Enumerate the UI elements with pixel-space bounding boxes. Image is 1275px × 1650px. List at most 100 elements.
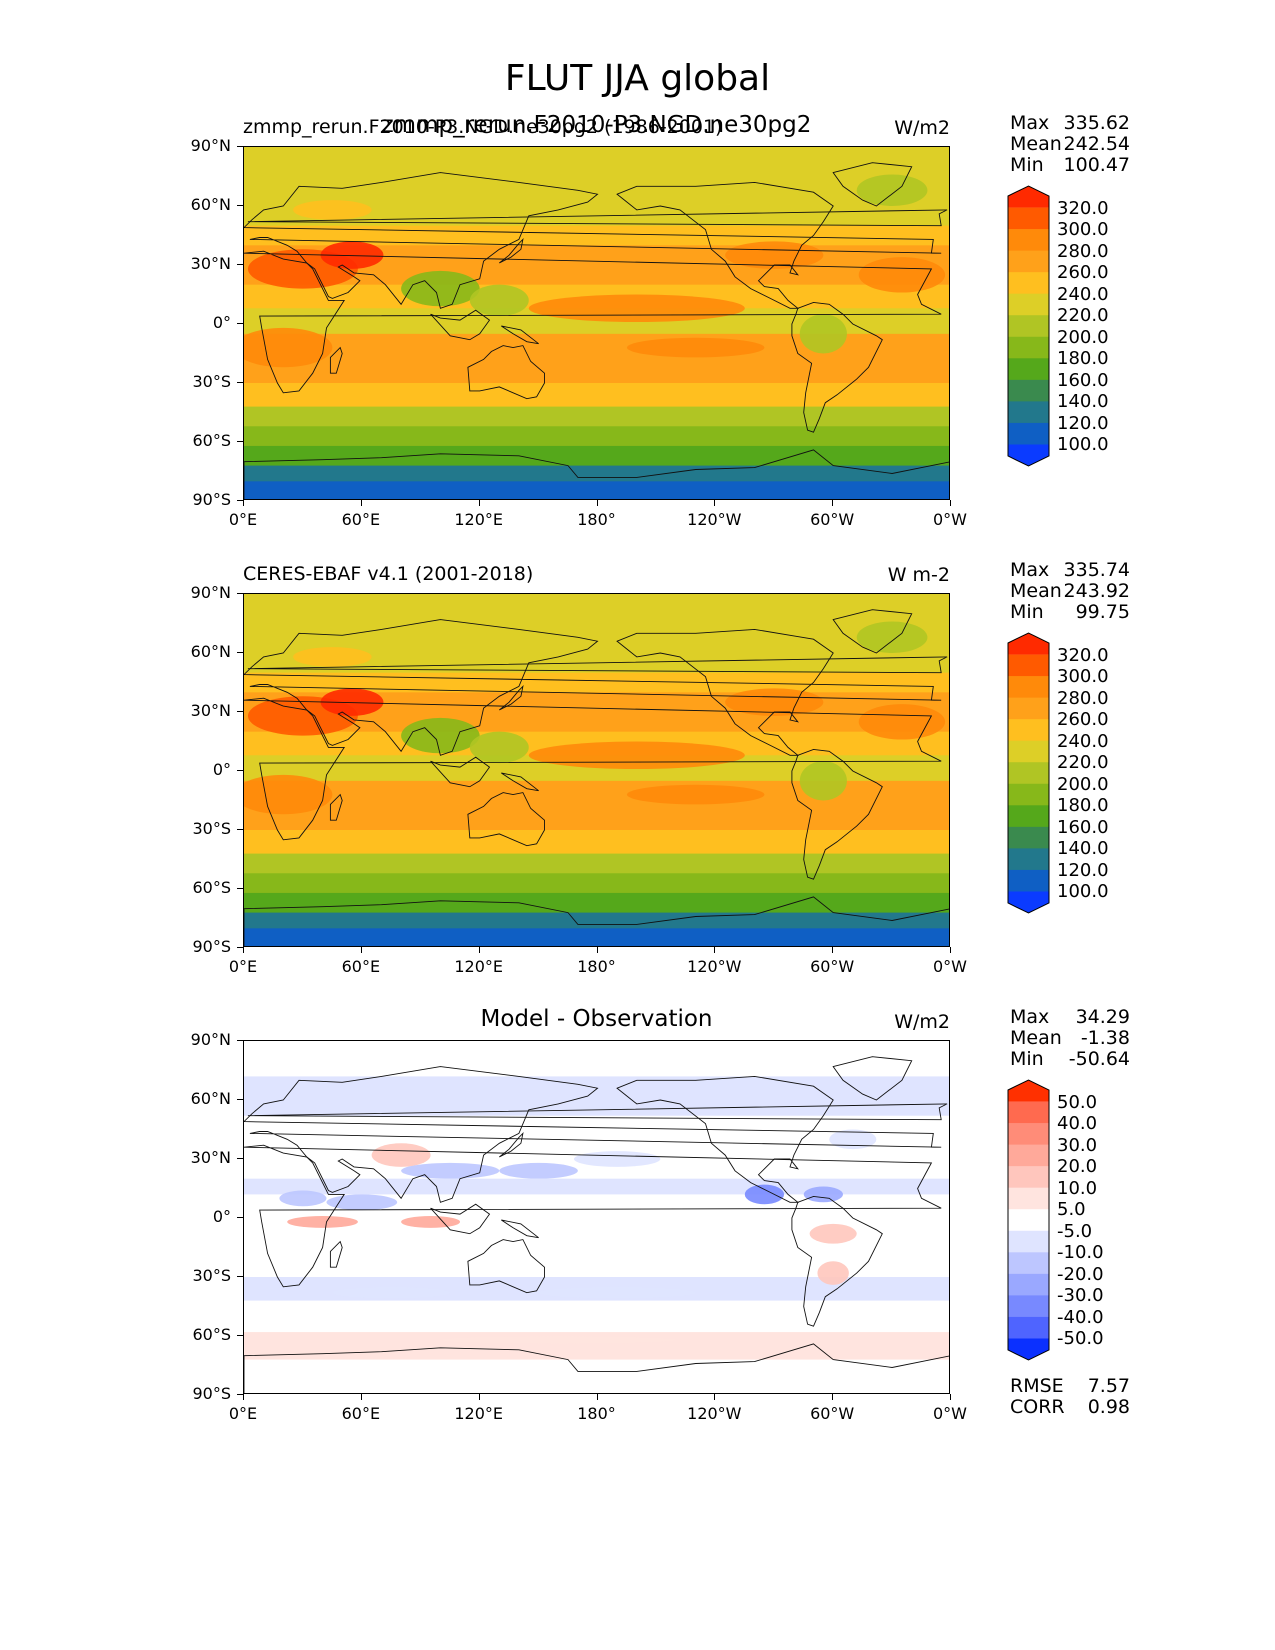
colorbar-label: 50.0 — [1057, 1091, 1098, 1113]
x-tick-mark — [478, 947, 480, 953]
x-tick-mark — [478, 1394, 480, 1400]
coastline-japan — [499, 238, 524, 264]
field-feature — [725, 688, 824, 716]
colorbar-swatch — [1008, 229, 1049, 252]
field-band — [244, 912, 949, 929]
colorbar-label: 240.0 — [1057, 283, 1109, 305]
x-tick-mark — [714, 500, 716, 506]
y-tick-label: 0° — [212, 313, 231, 332]
coastline-samerica — [791, 301, 883, 433]
colorbar-label: 10.0 — [1057, 1177, 1098, 1199]
field-feature — [725, 241, 824, 269]
field-band — [244, 873, 949, 894]
map-panel-model — [243, 146, 950, 500]
coastline-japan — [499, 1132, 524, 1158]
metric-value-rmse: 7.57 — [1087, 1375, 1130, 1397]
y-tick-mark — [237, 1217, 243, 1218]
colorbar-label: 300.0 — [1057, 219, 1109, 241]
colorbar-label: 220.0 — [1057, 305, 1109, 327]
field-feature — [528, 294, 745, 323]
colorbar-swatch — [1008, 358, 1049, 381]
colorbar-label: 140.0 — [1057, 391, 1109, 413]
y-tick-mark — [237, 1040, 243, 1041]
colorbar-label: -30.0 — [1057, 1285, 1104, 1307]
y-tick-mark — [237, 323, 243, 324]
y-tick-label: 90°S — [192, 937, 231, 956]
y-tick-label: 90°N — [190, 1030, 231, 1049]
coastline-namerica — [616, 181, 834, 309]
field-band — [244, 1359, 949, 1393]
coastline-greenland — [832, 609, 913, 654]
x-tick-label: 0°W — [933, 1404, 967, 1423]
x-tick-mark — [596, 1394, 598, 1400]
colorbar-label: 260.0 — [1057, 262, 1109, 284]
stat-label-min: Min — [1010, 1048, 1044, 1070]
stat-value-min: 99.75 — [1075, 601, 1130, 623]
x-tick-mark — [243, 947, 244, 953]
map-field-diff — [244, 1041, 949, 1393]
map-panel-diff — [243, 1040, 950, 1394]
colorbar-label: 220.0 — [1057, 752, 1109, 774]
y-tick-mark — [237, 205, 243, 206]
field-band — [244, 853, 949, 874]
stat-label-max: Max — [1010, 1006, 1050, 1028]
colorbar-label: 180.0 — [1057, 348, 1109, 370]
field-band — [244, 426, 949, 447]
coastline-samerica — [791, 1195, 883, 1327]
colorbar-label: 200.0 — [1057, 326, 1109, 348]
panel-units: W m-2 — [887, 564, 950, 586]
colorbar-swatch — [1008, 1273, 1049, 1296]
x-tick-label: 180° — [577, 1404, 616, 1423]
x-tick-label: 120°W — [687, 957, 742, 976]
x-tick-label: 0°E — [228, 1404, 258, 1423]
colorbar-outline — [1007, 632, 1050, 914]
y-tick-label: 90°S — [192, 1384, 231, 1403]
colorbar-swatch — [1008, 740, 1049, 763]
coastline-newguinea — [501, 325, 539, 345]
panel-title-left: CERES-EBAF v4.1 (2001-2018) — [243, 563, 534, 585]
y-tick-mark — [237, 770, 243, 771]
field-feature — [528, 741, 745, 770]
x-tick-label: 180° — [577, 510, 616, 529]
y-tick-label: 90°N — [190, 136, 231, 155]
colorbar-swatch — [1008, 891, 1049, 913]
colorbar-label: 100.0 — [1057, 434, 1109, 456]
colorbar-outline — [1007, 1079, 1050, 1361]
x-tick-mark — [478, 500, 480, 506]
x-tick-mark — [832, 1394, 834, 1400]
x-tick-mark — [714, 947, 716, 953]
colorbar-swatch — [1008, 401, 1049, 424]
coastline-greenland — [832, 1056, 913, 1101]
colorbar-label: 120.0 — [1057, 859, 1109, 881]
field-band — [244, 1115, 949, 1180]
field-feature — [320, 688, 384, 716]
x-tick-label: 120°E — [454, 1404, 503, 1423]
y-tick-mark — [237, 441, 243, 442]
y-tick-label: 30°S — [192, 1266, 231, 1285]
colorbar-label: 160.0 — [1057, 816, 1109, 838]
x-tick-mark — [243, 500, 244, 506]
field-band — [244, 1178, 949, 1195]
field-band — [244, 481, 949, 499]
x-tick-mark — [950, 1394, 951, 1400]
colorbar-swatch — [1008, 869, 1049, 892]
colorbar-label: 200.0 — [1057, 773, 1109, 795]
colorbar-label: 300.0 — [1057, 666, 1109, 688]
field-band — [244, 928, 949, 946]
y-tick-mark — [237, 947, 243, 948]
colorbar-label: -50.0 — [1057, 1328, 1104, 1350]
y-tick-label: 60°N — [190, 1089, 231, 1108]
x-tick-mark — [596, 947, 598, 953]
stat-value-mean: -1.38 — [1080, 1027, 1130, 1049]
x-tick-mark — [596, 500, 598, 506]
y-tick-mark — [237, 382, 243, 383]
colorbar-swatch — [1008, 719, 1049, 742]
field-feature — [744, 1184, 785, 1205]
coastline-uk — [247, 656, 948, 674]
colorbar-swatch — [1008, 207, 1049, 230]
stat-label-min: Min — [1010, 154, 1044, 176]
stat-value-max: 335.62 — [1063, 112, 1130, 134]
colorbar-swatch — [1008, 1123, 1049, 1146]
coastline-eurasia — [244, 1066, 942, 1203]
colorbar-swatch — [1008, 848, 1049, 871]
